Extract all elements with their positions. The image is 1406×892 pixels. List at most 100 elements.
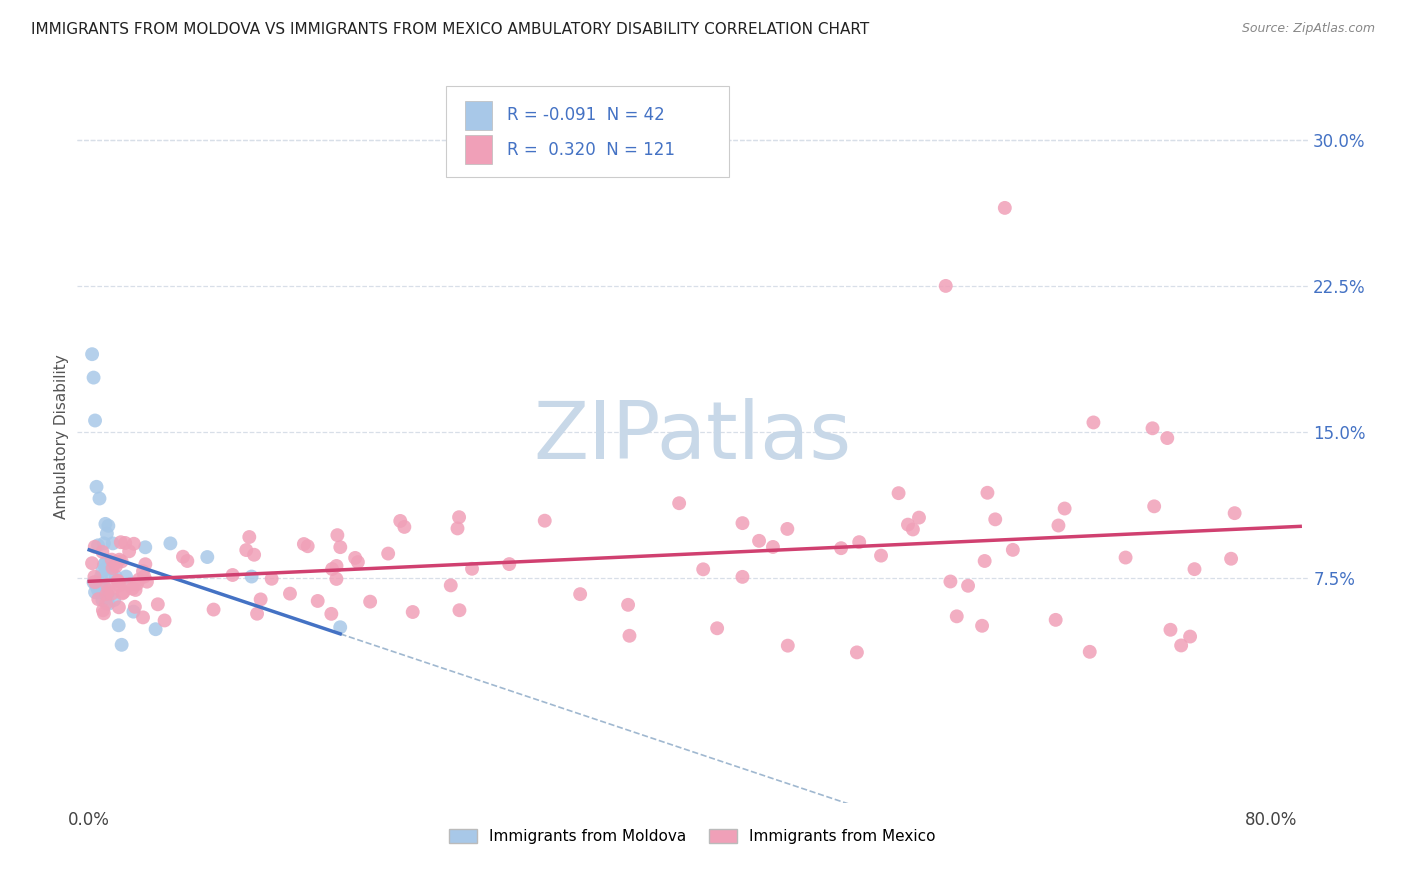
Point: [897, 517, 920, 532]
Point: [321, 562, 343, 576]
Point: [235, 543, 257, 558]
Point: [159, 536, 181, 550]
Point: [101, 586, 124, 600]
Point: [1083, 416, 1105, 430]
Point: [461, 562, 484, 576]
Point: [440, 578, 463, 592]
Point: [617, 598, 640, 612]
Point: [1053, 501, 1076, 516]
Point: [93, 579, 115, 593]
Point: [96, 587, 118, 601]
Point: [84, 413, 107, 427]
Point: [111, 586, 134, 600]
Point: [96, 562, 118, 576]
Point: [90, 585, 112, 599]
Point: [870, 549, 893, 563]
Point: [86, 579, 108, 593]
Point: [449, 510, 471, 524]
Point: [84, 575, 107, 590]
Point: [887, 486, 910, 500]
Point: [93, 607, 115, 621]
Point: [845, 645, 868, 659]
Point: [110, 535, 132, 549]
Point: [238, 530, 260, 544]
FancyBboxPatch shape: [465, 101, 492, 130]
Point: [957, 579, 980, 593]
Point: [292, 537, 315, 551]
Point: [97, 597, 120, 611]
Point: [83, 570, 105, 584]
Point: [984, 512, 1007, 526]
Point: [87, 581, 110, 595]
Point: [87, 538, 110, 552]
Point: [89, 491, 111, 506]
Point: [87, 592, 110, 607]
Point: [325, 572, 347, 586]
Point: [240, 569, 263, 583]
Point: [172, 549, 194, 564]
Point: [973, 554, 995, 568]
Text: R = -0.091  N = 42: R = -0.091 N = 42: [506, 106, 665, 124]
Point: [1220, 551, 1243, 566]
Point: [83, 540, 105, 554]
Point: [1170, 639, 1192, 653]
Point: [101, 561, 124, 575]
Point: [830, 541, 852, 556]
Point: [1159, 623, 1181, 637]
Point: [394, 520, 416, 534]
Point: [124, 582, 146, 597]
Point: [91, 593, 114, 607]
Point: [107, 574, 129, 588]
Point: [107, 574, 129, 589]
Point: [94, 596, 117, 610]
Point: [134, 541, 156, 555]
Point: [762, 540, 785, 554]
Point: [122, 605, 145, 619]
Point: [221, 568, 243, 582]
Point: [96, 578, 118, 592]
Point: [402, 605, 425, 619]
Point: [90, 569, 112, 583]
Point: [260, 572, 283, 586]
Point: [104, 569, 127, 583]
Point: [80, 556, 103, 570]
Point: [98, 556, 121, 570]
Point: [103, 593, 125, 607]
Point: [776, 522, 799, 536]
Point: [83, 575, 105, 590]
Y-axis label: Ambulatory Disability: Ambulatory Disability: [53, 355, 69, 519]
Point: [278, 587, 301, 601]
Legend: Immigrants from Moldova, Immigrants from Mexico: Immigrants from Moldova, Immigrants from…: [443, 822, 942, 850]
Point: [970, 619, 993, 633]
Point: [91, 603, 114, 617]
Point: [1223, 506, 1246, 520]
FancyBboxPatch shape: [465, 135, 492, 164]
Point: [114, 536, 136, 550]
Point: [118, 544, 141, 558]
Point: [118, 577, 141, 591]
Point: [91, 545, 114, 559]
Point: [145, 622, 167, 636]
Point: [1142, 421, 1164, 435]
Point: [449, 603, 471, 617]
Point: [692, 562, 714, 576]
Point: [96, 526, 118, 541]
Point: [498, 557, 520, 571]
Point: [132, 564, 155, 578]
Point: [1143, 500, 1166, 514]
Point: [246, 607, 269, 621]
Point: [994, 201, 1017, 215]
Point: [347, 555, 370, 569]
Point: [329, 540, 352, 554]
Point: [124, 599, 146, 614]
Point: [93, 536, 115, 550]
FancyBboxPatch shape: [447, 86, 730, 178]
Point: [134, 569, 156, 583]
Point: [901, 523, 924, 537]
Point: [132, 610, 155, 624]
Point: [377, 547, 399, 561]
Point: [731, 516, 754, 530]
Point: [668, 496, 690, 510]
Point: [153, 614, 176, 628]
Point: [976, 485, 998, 500]
